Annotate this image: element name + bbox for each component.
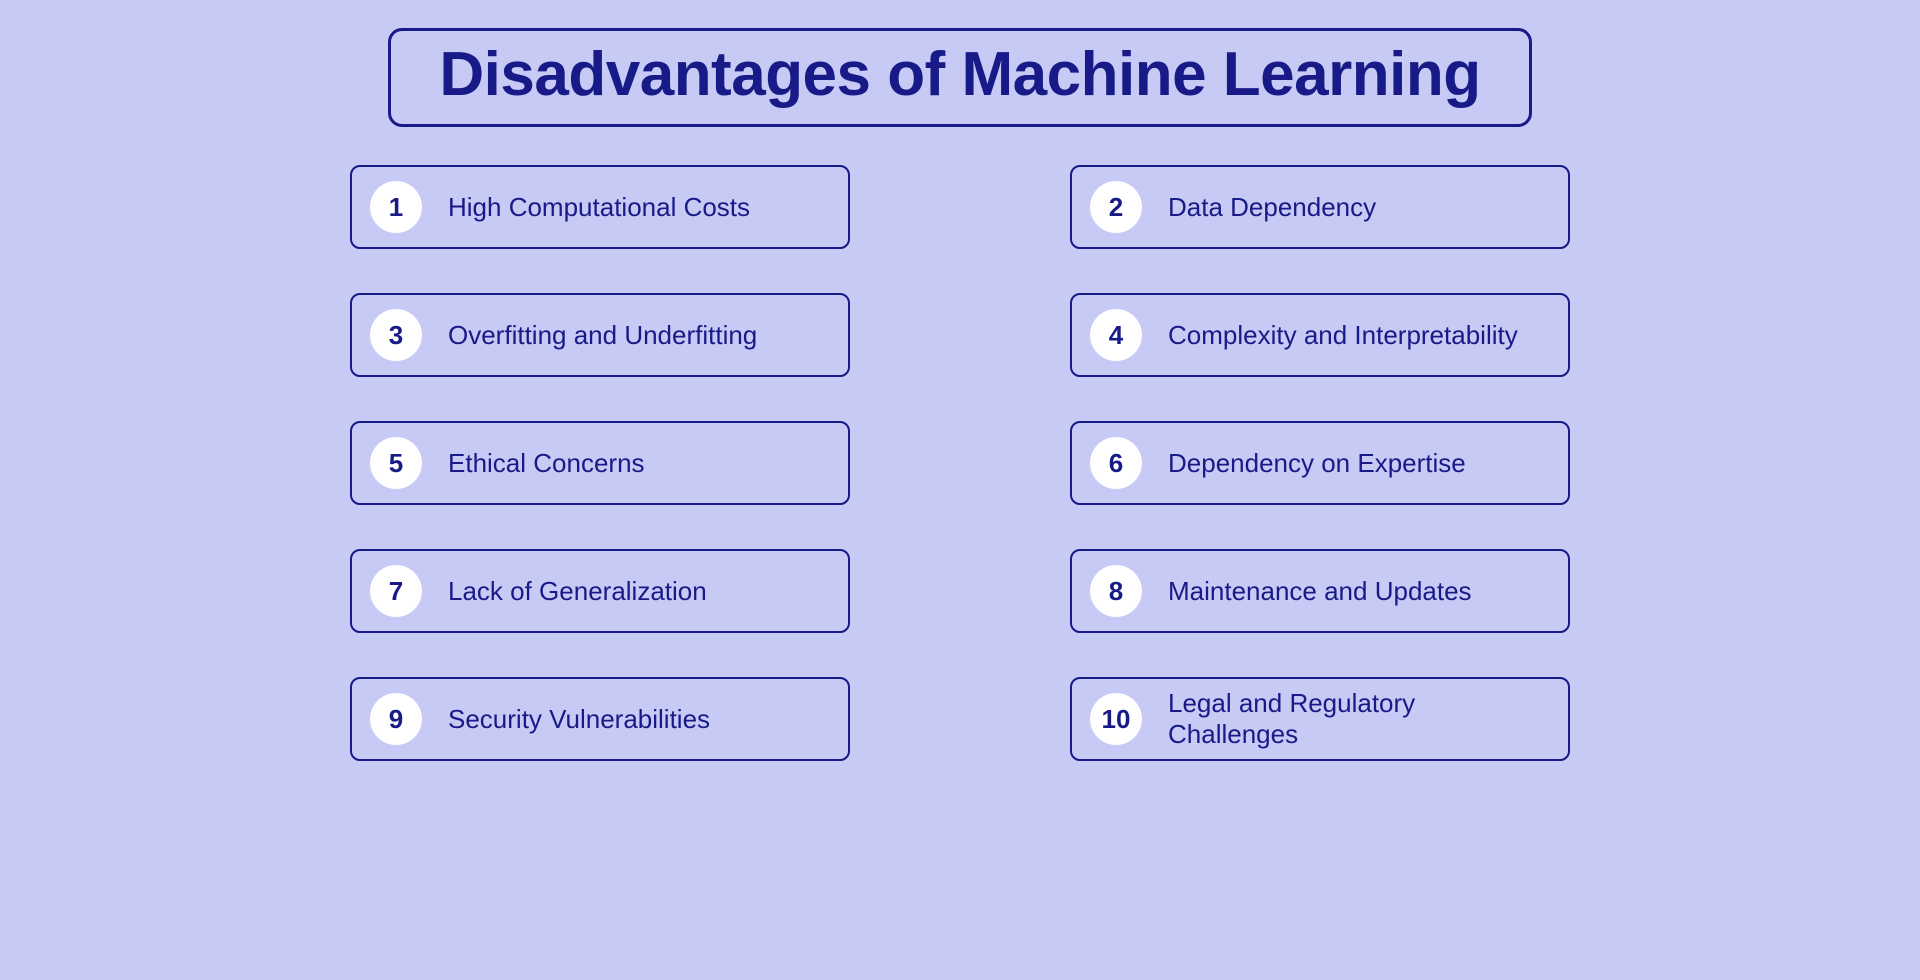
item-number-badge: 7 [370, 565, 422, 617]
item-label: Maintenance and Updates [1168, 576, 1472, 607]
item-label: High Computational Costs [448, 192, 750, 223]
list-item: 10 Legal and Regulatory Challenges [1070, 677, 1570, 761]
item-label: Lack of Generalization [448, 576, 707, 607]
title-box: Disadvantages of Machine Learning [388, 28, 1531, 127]
list-item: 4 Complexity and Interpretability [1070, 293, 1570, 377]
items-grid: 1 High Computational Costs 2 Data Depend… [350, 165, 1570, 761]
item-label: Dependency on Expertise [1168, 448, 1466, 479]
list-item: 6 Dependency on Expertise [1070, 421, 1570, 505]
list-item: 9 Security Vulnerabilities [350, 677, 850, 761]
list-item: 2 Data Dependency [1070, 165, 1570, 249]
list-item: 3 Overfitting and Underfitting [350, 293, 850, 377]
item-label: Legal and Regulatory Challenges [1168, 688, 1550, 750]
item-label: Ethical Concerns [448, 448, 645, 479]
list-item: 8 Maintenance and Updates [1070, 549, 1570, 633]
page-title: Disadvantages of Machine Learning [439, 39, 1480, 110]
list-item: 7 Lack of Generalization [350, 549, 850, 633]
item-number-badge: 3 [370, 309, 422, 361]
list-item: 1 High Computational Costs [350, 165, 850, 249]
list-item: 5 Ethical Concerns [350, 421, 850, 505]
item-number-badge: 6 [1090, 437, 1142, 489]
item-number-badge: 10 [1090, 693, 1142, 745]
item-label: Complexity and Interpretability [1168, 320, 1518, 351]
item-label: Data Dependency [1168, 192, 1376, 223]
item-label: Overfitting and Underfitting [448, 320, 757, 351]
item-number-badge: 5 [370, 437, 422, 489]
item-number-badge: 2 [1090, 181, 1142, 233]
item-number-badge: 9 [370, 693, 422, 745]
item-label: Security Vulnerabilities [448, 704, 710, 735]
item-number-badge: 1 [370, 181, 422, 233]
item-number-badge: 4 [1090, 309, 1142, 361]
item-number-badge: 8 [1090, 565, 1142, 617]
